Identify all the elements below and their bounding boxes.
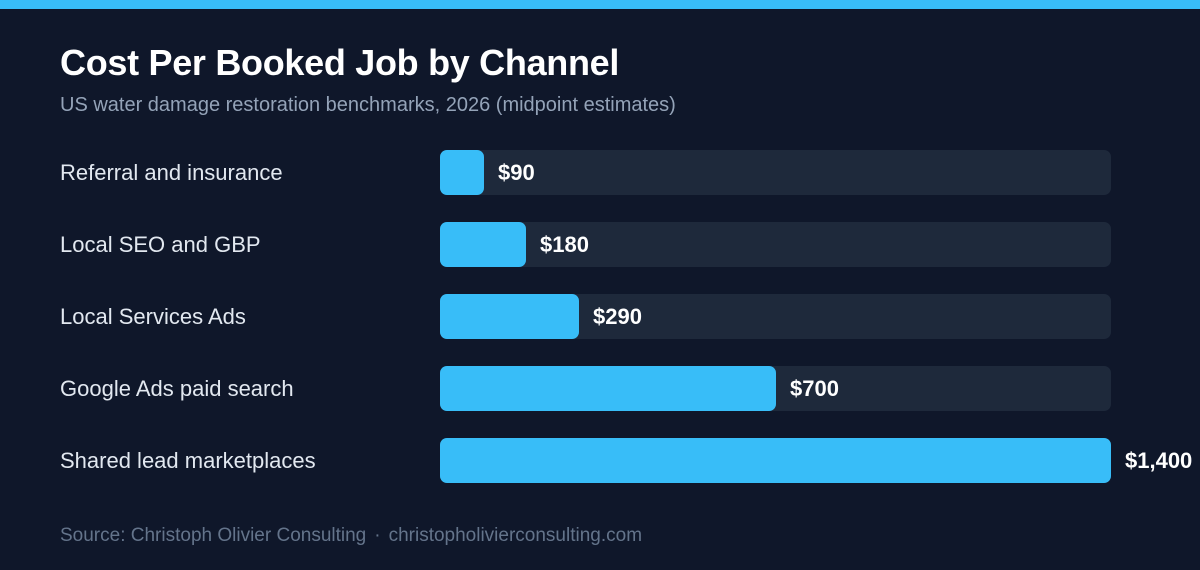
value-label: $180 bbox=[540, 232, 589, 257]
bar-row: Referral and insurance $90 bbox=[0, 150, 1200, 195]
source-text: Source: Christoph Olivier Consulting bbox=[60, 525, 367, 546]
value-label: $290 bbox=[593, 304, 642, 329]
bar-row: Shared lead marketplaces $1,400 bbox=[0, 438, 1200, 483]
bar bbox=[440, 438, 1111, 483]
bar bbox=[440, 366, 776, 411]
category-label: Referral and insurance bbox=[60, 160, 283, 185]
bar-row: Google Ads paid search $700 bbox=[0, 366, 1200, 411]
top-accent-stripe bbox=[0, 0, 1200, 9]
bar bbox=[440, 222, 526, 267]
bar bbox=[440, 150, 484, 195]
category-label: Local Services Ads bbox=[60, 304, 246, 329]
category-label: Local SEO and GBP bbox=[60, 232, 261, 257]
bar-track bbox=[440, 150, 1111, 195]
bar-row: Local Services Ads $290 bbox=[0, 294, 1200, 339]
bar-row: Local SEO and GBP $180 bbox=[0, 222, 1200, 267]
website-link[interactable]: christopholivierconsulting.com bbox=[388, 525, 643, 546]
chart-subtitle: US water damage restoration benchmarks, … bbox=[60, 94, 676, 116]
category-label: Google Ads paid search bbox=[60, 376, 294, 401]
bar bbox=[440, 294, 579, 339]
category-label: Shared lead marketplaces bbox=[60, 448, 316, 473]
value-label: $1,400 bbox=[1125, 448, 1193, 473]
chart-footer: Source: Christoph Olivier Consulting · chr… bbox=[60, 525, 642, 547]
value-label: $700 bbox=[790, 376, 839, 401]
bar-track bbox=[440, 222, 1111, 267]
footer-separator: · bbox=[374, 525, 381, 546]
chart-title: Cost Per Booked Job by Channel bbox=[60, 42, 620, 83]
value-label: $90 bbox=[498, 160, 535, 185]
